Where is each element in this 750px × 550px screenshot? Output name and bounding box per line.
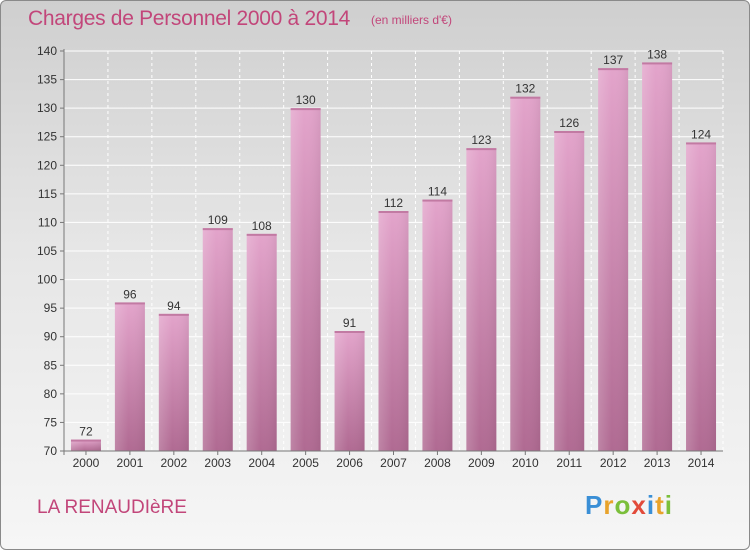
bar-cap [510,96,541,99]
bar-shine [114,302,145,451]
bar-cap [686,142,717,145]
y-tick-label: 125 [37,130,57,144]
bar-shine [378,211,409,451]
bar-shine [158,313,189,451]
bar-cap [554,131,585,133]
logo-letter: r [603,490,615,520]
data-label: 132 [515,82,535,96]
x-tick-label: 2004 [248,456,275,470]
data-label: 123 [471,133,491,147]
data-label: 112 [384,196,403,210]
data-label: 126 [559,116,579,130]
y-tick-label: 120 [37,158,57,172]
chart-title: Charges de Personnel 2000 à 2014 [28,7,350,30]
x-tick-label: 2013 [644,456,671,470]
logo-letter: x [631,490,647,520]
bar-shine [686,142,717,451]
bar-cap [422,199,453,202]
y-tick-label: 100 [37,273,57,287]
bar-shine [202,228,233,451]
y-tick-label: 110 [38,215,57,229]
x-tick-label: 2011 [556,456,582,470]
data-label: 94 [167,299,181,313]
chart-subtitle: (en milliers d'€) [371,13,452,27]
y-tick-label: 130 [37,101,57,115]
bar-shine [466,148,497,451]
x-tick-label: 2014 [688,456,715,470]
y-tick-label: 140 [37,44,57,58]
x-tick-label: 2003 [204,456,231,470]
y-tick-label: 70 [44,444,58,458]
logo-letter: o [614,490,632,520]
x-tick-label: 2010 [512,456,539,470]
x-tick-label: 2009 [468,456,495,470]
bar-cap [246,233,277,236]
y-tick-label: 75 [44,415,58,429]
bar-shine [510,96,541,451]
logo-letter: i [646,490,656,520]
y-tick-label: 90 [44,330,58,344]
logo-letter: i [664,490,673,520]
y-tick-label: 80 [44,387,58,401]
bar-shine [598,68,629,452]
bar-cap [70,439,101,442]
data-label: 130 [296,93,316,107]
bar-shine [334,331,365,451]
commune-name: LA RENAUDIèRE [37,497,187,518]
x-tick-label: 2012 [600,456,627,470]
data-label: 108 [252,219,272,233]
bar-shine [554,131,585,451]
x-tick-label: 2005 [292,456,319,470]
bar-cap [598,68,629,71]
data-label: 138 [647,47,667,61]
y-tick-label: 85 [44,358,58,372]
x-tick-label: 2000 [73,456,100,470]
data-label: 114 [428,185,447,199]
bar-shine [422,199,453,451]
bar-cap [290,108,321,111]
data-label: 96 [123,287,137,301]
x-tick-label: 2001 [117,456,144,470]
data-label: 72 [79,425,93,439]
bar-cap [202,228,233,231]
y-tick-label: 95 [44,301,58,315]
bar-shine [246,233,277,451]
data-label: 109 [208,213,228,227]
data-label: 91 [343,316,357,330]
bar-shine [70,439,101,451]
bar-cap [466,148,497,151]
x-tick-label: 2006 [336,456,363,470]
bar-shine [642,62,673,452]
bar-cap [378,211,409,213]
logo-letter: t [655,490,665,520]
x-tick-label: 2002 [160,456,187,470]
y-tick-label: 115 [38,187,57,201]
data-label: 137 [603,53,623,67]
bar-cap [642,62,673,65]
y-tick-label: 135 [37,73,57,87]
bar-cap [334,331,365,333]
proxiti-logo[interactable]: Proxiti [585,490,673,521]
y-tick-label: 105 [37,244,57,258]
data-label: 124 [691,127,711,141]
bar-cap [114,302,145,305]
x-tick-label: 2008 [424,456,451,470]
bar-shine [290,108,321,452]
logo-letter: P [585,490,604,520]
x-tick-label: 2007 [380,456,407,470]
bar-cap [158,313,189,316]
